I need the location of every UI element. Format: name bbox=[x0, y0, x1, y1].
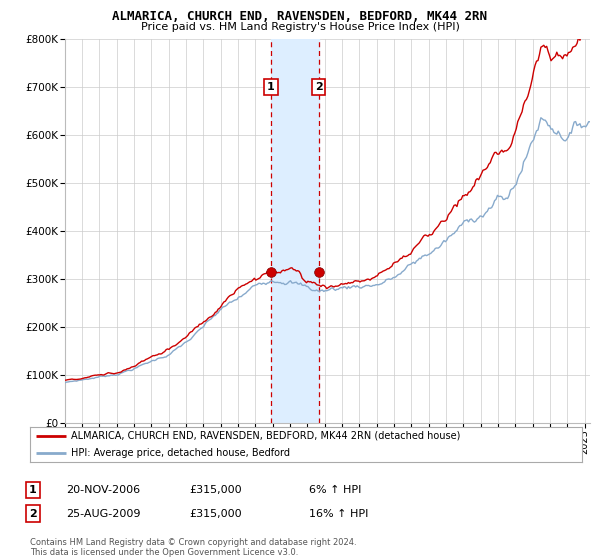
Text: 2: 2 bbox=[29, 508, 37, 519]
Text: 6% ↑ HPI: 6% ↑ HPI bbox=[309, 485, 361, 495]
Text: £315,000: £315,000 bbox=[189, 485, 242, 495]
Text: ALMARICA, CHURCH END, RAVENSDEN, BEDFORD, MK44 2RN (detached house): ALMARICA, CHURCH END, RAVENSDEN, BEDFORD… bbox=[71, 431, 461, 441]
Text: 1: 1 bbox=[267, 82, 275, 92]
Text: 25-AUG-2009: 25-AUG-2009 bbox=[66, 508, 140, 519]
Text: HPI: Average price, detached house, Bedford: HPI: Average price, detached house, Bedf… bbox=[71, 449, 290, 458]
Text: Price paid vs. HM Land Registry's House Price Index (HPI): Price paid vs. HM Land Registry's House … bbox=[140, 22, 460, 32]
Bar bbox=[271, 39, 319, 423]
Text: £315,000: £315,000 bbox=[189, 508, 242, 519]
Text: 20-NOV-2006: 20-NOV-2006 bbox=[66, 485, 140, 495]
Text: 1: 1 bbox=[29, 485, 37, 495]
Text: 16% ↑ HPI: 16% ↑ HPI bbox=[309, 508, 368, 519]
Text: 2: 2 bbox=[315, 82, 323, 92]
Text: ALMARICA, CHURCH END, RAVENSDEN, BEDFORD, MK44 2RN: ALMARICA, CHURCH END, RAVENSDEN, BEDFORD… bbox=[113, 10, 487, 23]
Text: Contains HM Land Registry data © Crown copyright and database right 2024.
This d: Contains HM Land Registry data © Crown c… bbox=[30, 538, 356, 557]
